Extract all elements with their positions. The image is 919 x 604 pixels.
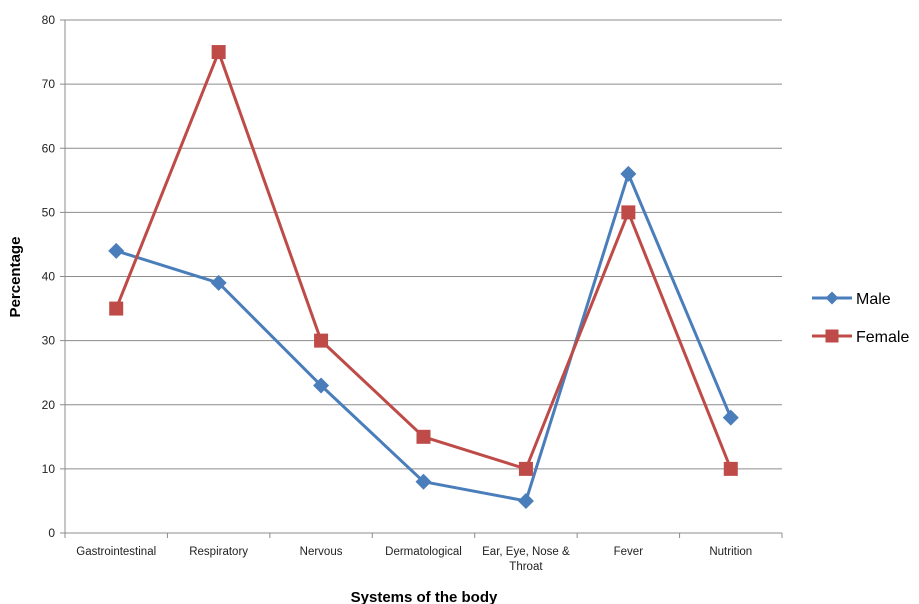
y-tick-label: 20 — [42, 398, 56, 412]
data-point-female — [723, 461, 738, 476]
data-point-male — [313, 377, 330, 394]
x-tick-labels: Gastrointestinal Respiratory Nervous Dermat… — [76, 546, 752, 573]
y-tick-label: 10 — [42, 462, 56, 476]
legend-label-female: Female — [856, 329, 909, 346]
y-tick-label: 80 — [42, 13, 56, 27]
data-point-female — [416, 429, 431, 444]
y-tick-labels: 0 10 20 30 40 50 60 70 80 — [42, 13, 56, 540]
x-tick-label: Respiratory — [189, 546, 248, 558]
series-line-female — [114, 50, 733, 471]
data-point-female — [314, 333, 329, 348]
legend-marker-male — [825, 291, 839, 305]
legend: Male Female — [812, 291, 909, 346]
y-axis-title: Percentage — [7, 237, 24, 318]
x-tick-label: Dermatological — [385, 546, 462, 558]
y-tick-label: 40 — [42, 270, 56, 284]
y-tick-label: 0 — [48, 526, 55, 540]
legend-label-male: Male — [856, 291, 891, 308]
y-tick-label: 50 — [42, 205, 56, 219]
data-point-male — [517, 492, 534, 509]
x-tick-label: Ear, Eye, Nose & Throat — [482, 546, 570, 573]
gridlines — [65, 19, 782, 470]
data-point-female — [518, 461, 533, 476]
x-tick-label: Fever — [614, 546, 644, 558]
x-tick-label: Gastrointestinal — [76, 546, 156, 558]
data-point-female — [621, 205, 636, 220]
data-point-male — [722, 409, 739, 426]
x-tick-label: Nutrition — [709, 546, 752, 558]
y-tick-label: 30 — [42, 334, 56, 348]
y-tick-label: 60 — [42, 141, 56, 155]
data-point-female — [109, 301, 124, 316]
data-point-male — [108, 242, 125, 259]
series-line-male — [114, 172, 733, 503]
x-tick-label: Nervous — [300, 546, 343, 558]
data-point-male — [415, 473, 432, 490]
axes — [60, 19, 783, 538]
series-markers — [108, 45, 739, 509]
y-tick-label: 70 — [42, 77, 56, 91]
data-point-male — [620, 165, 637, 182]
data-point-male — [210, 274, 227, 291]
x-axis-title: Systems of the body — [351, 589, 498, 604]
legend-marker-female — [825, 329, 839, 343]
data-point-female — [211, 45, 226, 60]
